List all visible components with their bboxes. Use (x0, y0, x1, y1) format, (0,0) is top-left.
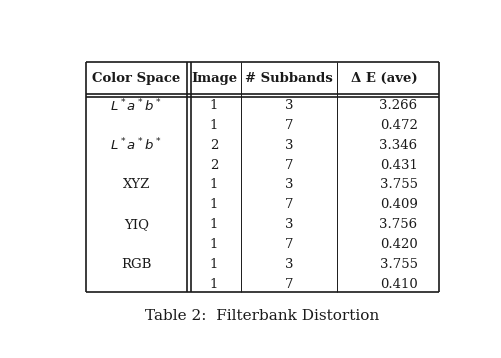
Text: 1: 1 (210, 258, 218, 271)
Text: RGB: RGB (121, 258, 151, 271)
Text: 7: 7 (285, 278, 294, 291)
Text: 3: 3 (285, 139, 294, 152)
Text: 1: 1 (210, 238, 218, 251)
Text: 3.346: 3.346 (379, 139, 417, 152)
Text: Image: Image (191, 72, 237, 84)
Text: 2: 2 (210, 159, 218, 171)
Text: 3.756: 3.756 (379, 218, 417, 231)
Text: 1: 1 (210, 278, 218, 291)
Text: 3.266: 3.266 (379, 99, 417, 112)
Text: 0.472: 0.472 (380, 119, 417, 132)
Text: YIQ: YIQ (124, 218, 149, 231)
Text: 1: 1 (210, 119, 218, 132)
Text: 3: 3 (285, 258, 294, 271)
Text: $\it{L}^*\it{a}^*\it{b}^*$: $\it{L}^*\it{a}^*\it{b}^*$ (110, 137, 162, 154)
Text: 7: 7 (285, 198, 294, 211)
Text: 1: 1 (210, 99, 218, 112)
Text: Color Space: Color Space (92, 72, 180, 84)
Text: 0.410: 0.410 (380, 278, 417, 291)
Text: 3: 3 (285, 218, 294, 231)
Text: 0.409: 0.409 (380, 198, 417, 211)
Text: 3: 3 (285, 178, 294, 192)
Text: 0.420: 0.420 (380, 238, 417, 251)
Text: 7: 7 (285, 238, 294, 251)
Text: 7: 7 (285, 119, 294, 132)
Text: 1: 1 (210, 218, 218, 231)
Text: XYZ: XYZ (123, 178, 150, 192)
Text: 1: 1 (210, 198, 218, 211)
Text: $\it{L}^*\it{a}^*\it{b}^*$: $\it{L}^*\it{a}^*\it{b}^*$ (110, 97, 162, 114)
Text: 0.431: 0.431 (380, 159, 417, 171)
Text: 3.755: 3.755 (380, 258, 417, 271)
Text: Δ E (ave): Δ E (ave) (351, 72, 417, 84)
Text: 7: 7 (285, 159, 294, 171)
Text: Table 2:  Filterbank Distortion: Table 2: Filterbank Distortion (145, 309, 380, 323)
Text: 3.755: 3.755 (380, 178, 417, 192)
Text: # Subbands: # Subbands (245, 72, 333, 84)
Text: 2: 2 (210, 139, 218, 152)
Text: 3: 3 (285, 99, 294, 112)
Text: 1: 1 (210, 178, 218, 192)
